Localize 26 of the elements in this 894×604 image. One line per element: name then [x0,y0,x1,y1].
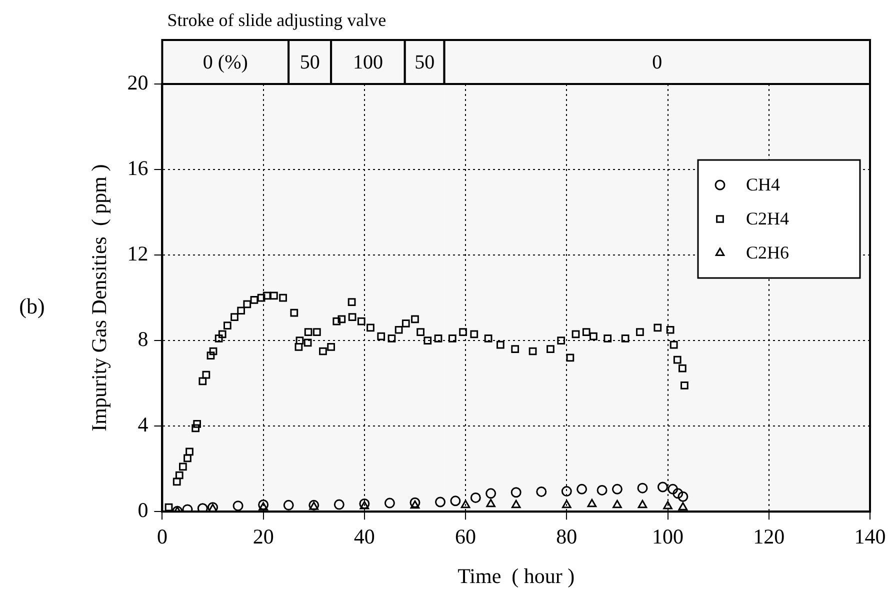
y-tick-label: 8 [138,327,148,352]
legend-label: 100 [352,51,383,74]
x-tick-label: 20 [252,524,274,549]
y-tick-label: 12 [127,242,148,266]
x-tick-label: 40 [354,524,375,549]
x-tick-label: 100 [652,524,684,549]
legend-label: CH4 [746,174,780,195]
y-tick-label: 0 [138,498,148,522]
legend-label: C2H6 [746,242,790,263]
x-tick-label: 140 [854,524,886,549]
y-axis-title: Impurity Gas Densities ( ppm ) [87,164,112,432]
x-axis-title: Time ( hour ) [458,564,575,588]
legend-label: 50 [414,51,435,74]
text: Stroke of slide adjusting valve [167,10,386,30]
y-tick-label: 20 [127,70,148,95]
y-tick-label: 4 [138,412,149,437]
text: (b) [19,294,45,319]
band-label: 0 (%) [202,51,248,74]
band-label: 0 [652,51,662,74]
y-tick-label: 16 [127,156,148,180]
x-tick-label: 120 [753,524,785,549]
band-label: 50 [300,51,320,74]
x-tick-label: 0 [156,524,168,549]
legend-label: C2H4 [746,208,790,229]
x-tick-label: 60 [455,524,476,549]
x-tick-label: 80 [556,524,578,549]
